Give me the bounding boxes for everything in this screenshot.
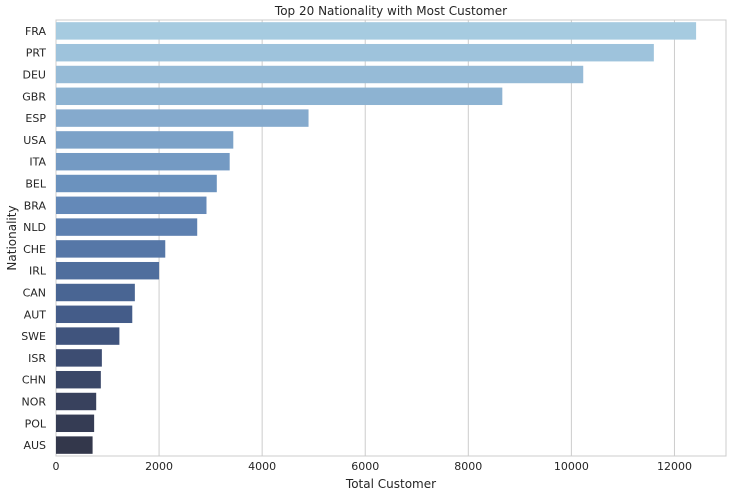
x-tick-label: 2000 — [145, 460, 173, 473]
y-tick-label-irl: IRL — [29, 265, 47, 278]
x-tick-label: 0 — [53, 460, 60, 473]
bar-usa — [56, 131, 234, 149]
y-tick-label-swe: SWE — [21, 330, 46, 343]
bar-aus — [56, 436, 93, 454]
bar-prt — [56, 43, 654, 62]
x-tick-label: 4000 — [248, 460, 276, 473]
bar-can — [56, 283, 135, 302]
y-tick-label-aus: AUS — [23, 439, 46, 452]
y-tick-label-gbr: GBR — [22, 90, 46, 103]
bar-fra — [56, 22, 697, 40]
bar-gbr — [56, 87, 503, 106]
y-tick-label-ita: ITA — [29, 156, 46, 169]
bar-nor — [56, 392, 97, 411]
bar-isr — [56, 349, 102, 367]
bar-aut — [56, 305, 133, 324]
bar-ita — [56, 152, 230, 171]
bar-irl — [56, 261, 160, 280]
y-tick-label-isr: ISR — [28, 352, 46, 365]
x-tick-label: 6000 — [351, 460, 379, 473]
y-tick-label-chn: CHN — [22, 374, 46, 387]
y-tick-label-nor: NOR — [21, 396, 46, 409]
bar-bra — [56, 196, 207, 215]
y-axis-label: Nationality — [5, 205, 19, 270]
x-tick-labels: 0 2000 4000 6000 8000 10000 12000 — [53, 460, 692, 473]
y-tick-label-usa: USA — [23, 134, 46, 147]
y-tick-label-deu: DEU — [23, 69, 46, 82]
bar-swe — [56, 327, 120, 345]
y-tick-label-che: CHE — [23, 243, 46, 256]
x-tick-label: 10000 — [554, 460, 589, 473]
y-tick-label-aut: AUT — [24, 308, 47, 321]
x-tick-label: 8000 — [454, 460, 482, 473]
bar-bel — [56, 174, 217, 193]
y-tick-label-prt: PRT — [26, 47, 46, 60]
y-tick-labels: FRA PRT DEU GBR ESP USA ITA BEL BRA NLD CHE IRL CAN A… — [21, 25, 47, 452]
bar-nld — [56, 218, 198, 236]
bars — [56, 22, 697, 454]
bar-che — [56, 240, 166, 258]
y-tick-label-can: CAN — [23, 287, 46, 300]
bar-chn — [56, 370, 101, 389]
y-tick-label-pol: POL — [25, 417, 47, 430]
chart-title: Top 20 Nationality with Most Customer — [274, 4, 507, 18]
bar-pol — [56, 414, 95, 433]
x-tick-label: 12000 — [657, 460, 692, 473]
y-tick-label-esp: ESP — [25, 112, 46, 125]
y-tick-label-fra: FRA — [25, 25, 47, 38]
bar-esp — [56, 109, 309, 127]
bar-deu — [56, 65, 584, 84]
x-axis-label: Total Customer — [345, 477, 436, 491]
plot-area — [55, 19, 727, 457]
y-tick-label-nld: NLD — [23, 221, 46, 234]
y-tick-label-bra: BRA — [24, 199, 47, 212]
y-tick-label-bel: BEL — [25, 178, 46, 191]
